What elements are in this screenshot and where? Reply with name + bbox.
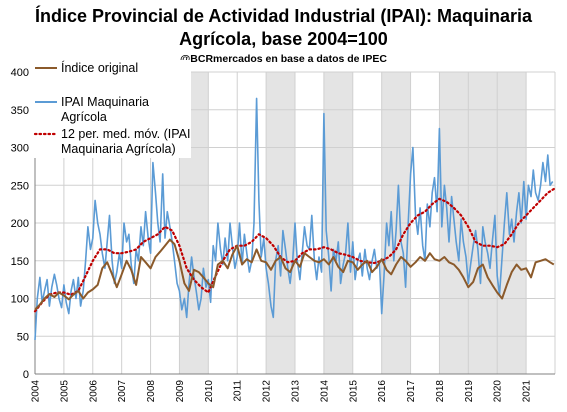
y-tick-label: 100 — [11, 294, 29, 306]
x-tick-label: 2017 — [406, 380, 417, 403]
legend-box — [33, 60, 191, 158]
x-tick-label: 2008 — [146, 380, 157, 403]
x-tick-label: 2009 — [175, 380, 186, 403]
x-tick-label: 2013 — [291, 380, 302, 403]
x-tick-label: 2006 — [88, 380, 99, 403]
y-tick-label: 400 — [11, 67, 29, 79]
x-tick-label: 2011 — [233, 380, 244, 402]
series-line-original — [34, 238, 555, 311]
x-tick-label: 2016 — [377, 380, 388, 403]
x-tick-label: 2012 — [262, 380, 273, 403]
legend-label-mavg: Maquinaria Agrícola) — [61, 142, 176, 156]
y-tick-label: 300 — [11, 143, 29, 155]
chart-subtitle: @BCRmercados en base a datos de IPEC — [180, 53, 387, 65]
chart-title: Índice Provincial de Actividad Industria… — [34, 6, 533, 26]
series-line-ipai — [34, 97, 554, 341]
y-tick-label: 0 — [23, 369, 29, 381]
y-tick-label: 250 — [11, 180, 29, 192]
x-tick-label: 2005 — [59, 380, 70, 403]
x-tick-label: 2019 — [464, 380, 475, 403]
x-tick-label: 2014 — [319, 380, 330, 403]
x-tick-label: 2010 — [204, 380, 215, 403]
y-tick-label: 350 — [11, 105, 29, 117]
legend-label-ipai: IPAI Maquinaria — [61, 95, 149, 109]
x-tick-label: 2018 — [435, 380, 446, 403]
y-tick-label: 150 — [11, 256, 29, 268]
x-tick-label: 2007 — [117, 380, 128, 403]
x-tick-label: 2021 — [522, 380, 533, 403]
x-tick-label: 2015 — [348, 380, 359, 403]
x-tick-label: 2004 — [31, 380, 42, 403]
x-tick-label: 2020 — [493, 380, 504, 403]
chart-title-line2: Agrícola, base 2004=100 — [179, 29, 388, 49]
y-tick-label: 50 — [17, 331, 29, 343]
legend-label-original: Índice original — [61, 60, 138, 75]
y-tick-label: 200 — [11, 218, 29, 230]
legend-label-mavg: 12 per. med. móv. (IPAI — [61, 127, 190, 141]
legend-label-ipai: Agrícola — [61, 110, 107, 124]
